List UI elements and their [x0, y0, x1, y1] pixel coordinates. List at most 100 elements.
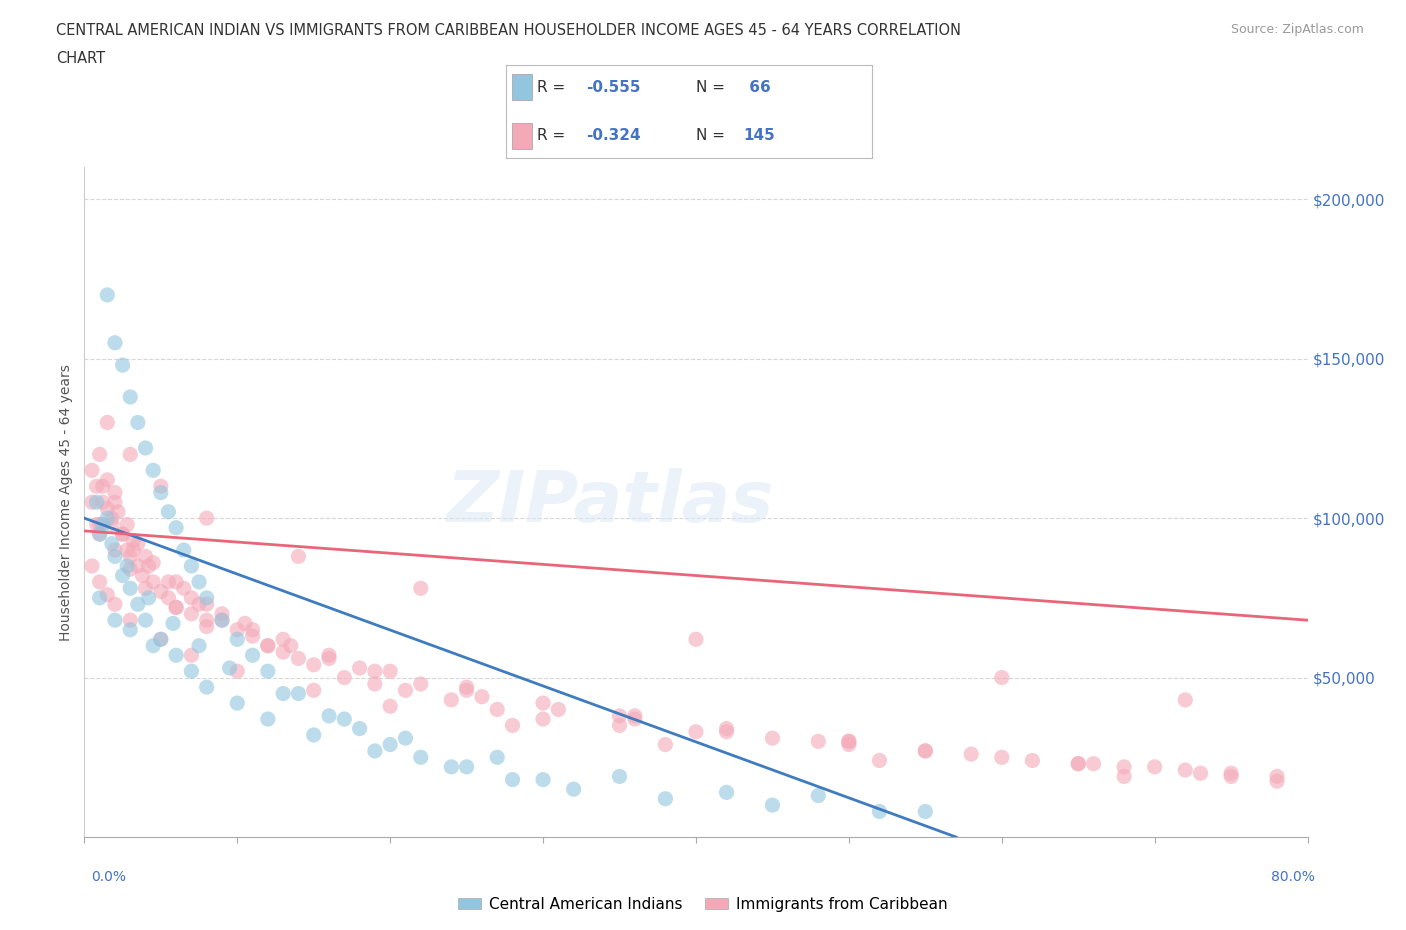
Point — [89, 526, 111, 541]
Point — [165, 600, 187, 615]
Point — [531, 772, 554, 787]
Point — [257, 711, 280, 726]
Point — [104, 542, 127, 557]
Point — [838, 734, 860, 749]
Text: -0.324: -0.324 — [586, 128, 641, 143]
Point — [142, 575, 165, 590]
Point — [122, 542, 145, 557]
Point — [173, 542, 195, 557]
Point — [226, 664, 249, 679]
Point — [104, 336, 127, 351]
Point — [440, 693, 463, 708]
Point — [149, 479, 172, 494]
Point — [271, 644, 294, 659]
Point — [318, 648, 340, 663]
Point — [914, 743, 936, 758]
Point — [349, 721, 371, 736]
Point — [96, 587, 118, 602]
Point — [914, 804, 936, 819]
Point — [242, 622, 264, 637]
Point — [226, 696, 249, 711]
Point — [165, 520, 187, 535]
Point — [287, 651, 309, 666]
Point — [1114, 760, 1136, 775]
Point — [96, 511, 118, 525]
Point — [107, 504, 129, 519]
Point — [96, 472, 118, 487]
Point — [609, 718, 631, 733]
Point — [138, 559, 160, 574]
Point — [486, 702, 509, 717]
Point — [165, 600, 187, 615]
Point — [624, 711, 647, 726]
Point — [149, 631, 172, 646]
Point — [302, 727, 325, 742]
Point — [685, 631, 707, 646]
Point — [242, 648, 264, 663]
Point — [165, 575, 187, 590]
Point — [486, 750, 509, 764]
Point — [547, 702, 569, 717]
Point — [165, 648, 187, 663]
Point — [89, 517, 111, 532]
Point — [1067, 756, 1090, 771]
Point — [838, 734, 860, 749]
Point — [188, 638, 211, 653]
Point — [115, 542, 138, 557]
Point — [501, 718, 523, 733]
Point — [180, 591, 202, 605]
Point — [271, 686, 294, 701]
Point — [162, 616, 184, 631]
Point — [180, 648, 202, 663]
Point — [149, 631, 172, 646]
Point — [1189, 765, 1212, 780]
Point — [86, 517, 108, 532]
Point — [380, 737, 402, 752]
Point — [409, 750, 432, 764]
Point — [1220, 765, 1243, 780]
Point — [91, 495, 114, 510]
Point — [149, 584, 172, 599]
Point — [333, 711, 356, 726]
Point — [86, 495, 108, 510]
Point — [302, 658, 325, 672]
Point — [111, 526, 134, 541]
Point — [91, 517, 114, 532]
Point — [104, 485, 127, 500]
Point — [142, 463, 165, 478]
Text: ZIPatlas: ZIPatlas — [447, 468, 775, 537]
Point — [364, 664, 387, 679]
Text: Source: ZipAtlas.com: Source: ZipAtlas.com — [1230, 23, 1364, 36]
Y-axis label: Householder Income Ages 45 - 64 years: Householder Income Ages 45 - 64 years — [59, 364, 73, 641]
Point — [287, 549, 309, 564]
Point — [233, 616, 256, 631]
Point — [173, 581, 195, 596]
Point — [104, 549, 127, 564]
Point — [226, 622, 249, 637]
Text: 80.0%: 80.0% — [1271, 870, 1315, 884]
Point — [1174, 763, 1197, 777]
Point — [685, 724, 707, 739]
Point — [89, 591, 111, 605]
Point — [89, 526, 111, 541]
Point — [318, 651, 340, 666]
FancyBboxPatch shape — [512, 124, 531, 149]
Text: N =: N = — [696, 128, 730, 143]
Point — [257, 638, 280, 653]
Point — [280, 638, 302, 653]
Point — [609, 769, 631, 784]
Point — [440, 760, 463, 775]
Point — [115, 559, 138, 574]
Point — [471, 689, 494, 704]
Point — [120, 549, 142, 564]
Point — [180, 664, 202, 679]
Point — [914, 743, 936, 758]
Point — [242, 629, 264, 644]
Point — [138, 591, 160, 605]
Point — [122, 533, 145, 548]
Point — [157, 575, 180, 590]
Point — [226, 631, 249, 646]
Point — [1220, 769, 1243, 784]
Point — [180, 559, 202, 574]
Point — [364, 743, 387, 758]
